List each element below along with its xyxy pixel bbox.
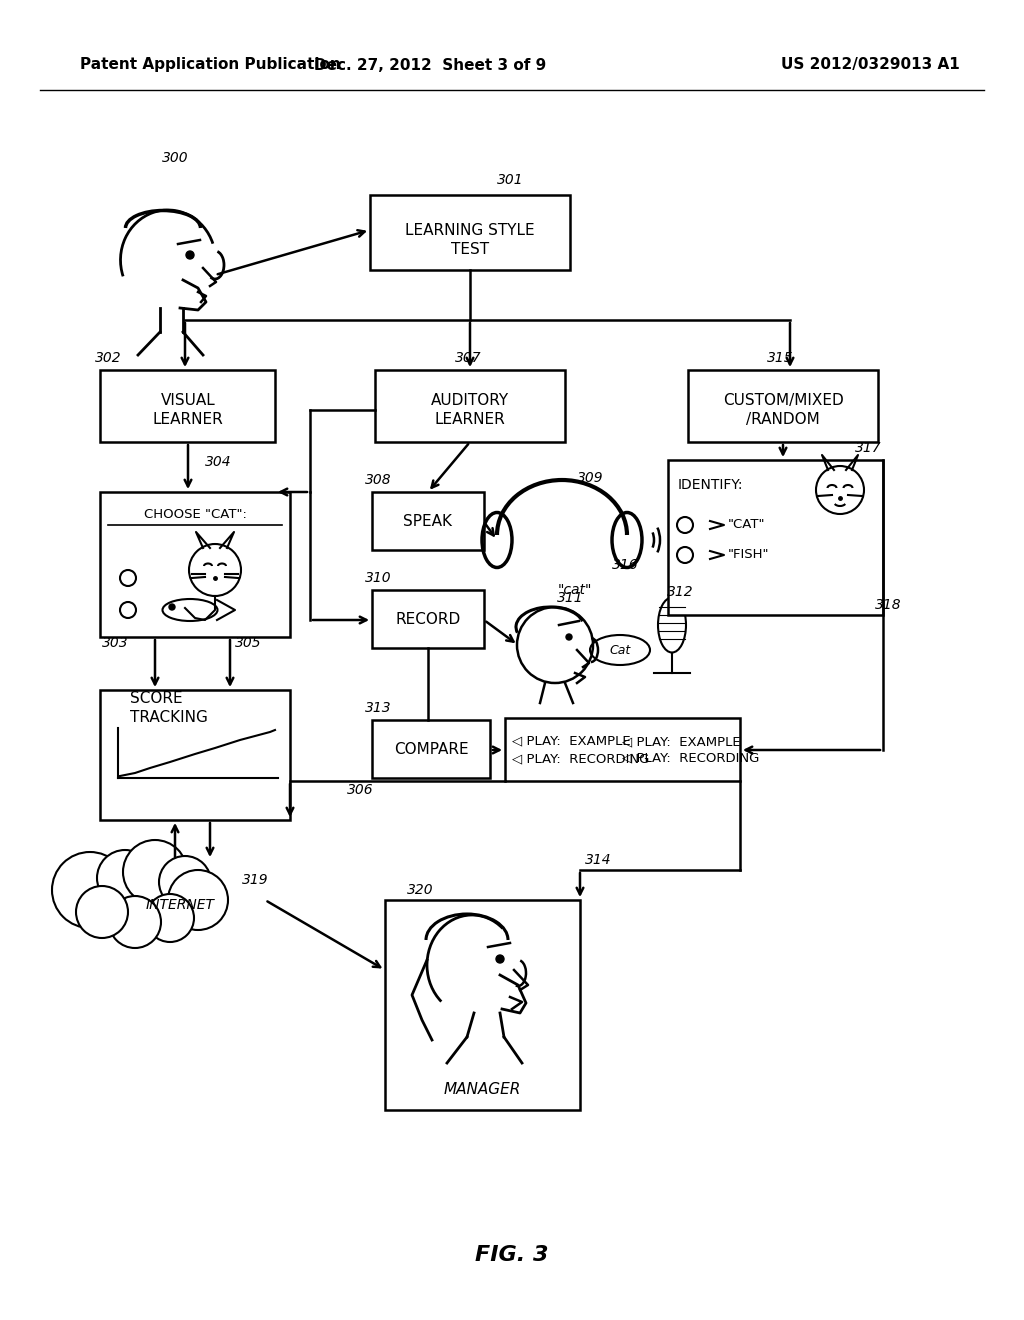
FancyBboxPatch shape [372,590,484,648]
Circle shape [169,605,175,610]
Text: 301: 301 [497,173,523,187]
FancyBboxPatch shape [385,900,580,1110]
Text: 306: 306 [347,783,374,797]
FancyBboxPatch shape [505,718,740,781]
FancyBboxPatch shape [100,370,275,442]
Text: 308: 308 [365,473,391,487]
Circle shape [168,870,228,931]
FancyBboxPatch shape [370,195,570,271]
Text: Dec. 27, 2012  Sheet 3 of 9: Dec. 27, 2012 Sheet 3 of 9 [314,58,546,73]
Text: INTERNET: INTERNET [145,898,214,912]
Text: "CAT": "CAT" [728,519,766,532]
Text: SPEAK: SPEAK [403,515,453,529]
Text: 309: 309 [577,471,603,484]
Circle shape [146,894,194,942]
Text: 311: 311 [557,591,584,605]
Text: US 2012/0329013 A1: US 2012/0329013 A1 [781,58,961,73]
FancyBboxPatch shape [372,492,484,550]
Text: AUDITORY
LEARNER: AUDITORY LEARNER [431,393,509,426]
Text: 314: 314 [585,853,611,867]
Text: 300: 300 [162,150,188,165]
Circle shape [159,855,211,908]
Polygon shape [120,730,275,777]
Text: ◁ PLAY:  EXAMPLE
◁ PLAY:  RECORDING: ◁ PLAY: EXAMPLE ◁ PLAY: RECORDING [622,735,760,764]
Text: 304: 304 [205,455,231,469]
Text: 305: 305 [234,636,261,649]
Text: MANAGER: MANAGER [443,1082,520,1097]
FancyBboxPatch shape [100,690,290,820]
Text: IDENTIFY:: IDENTIFY: [678,478,743,492]
FancyBboxPatch shape [668,459,883,615]
Circle shape [109,896,161,948]
FancyBboxPatch shape [372,719,490,777]
Text: 319: 319 [242,873,268,887]
Circle shape [186,251,194,259]
Text: CHOOSE "CAT":: CHOOSE "CAT": [143,508,247,521]
Text: 313: 313 [365,701,391,715]
Text: 307: 307 [455,351,481,366]
Text: 303: 303 [101,636,128,649]
Text: 302: 302 [94,351,121,366]
Text: COMPARE: COMPARE [393,742,468,758]
Text: CUSTOM/MIXED
/RANDOM: CUSTOM/MIXED /RANDOM [723,393,844,426]
Text: ◁ PLAY:  EXAMPLE
◁ PLAY:  RECORDING: ◁ PLAY: EXAMPLE ◁ PLAY: RECORDING [512,734,649,766]
Text: "FISH": "FISH" [728,549,769,561]
Circle shape [566,634,572,640]
Circle shape [76,886,128,939]
FancyBboxPatch shape [688,370,878,442]
Text: "cat": "cat" [558,583,592,597]
Text: VISUAL
LEARNER: VISUAL LEARNER [153,393,223,426]
Text: SCORE
TRACKING: SCORE TRACKING [130,692,208,725]
Text: 315: 315 [767,351,794,366]
Circle shape [97,850,153,906]
Text: LEARNING STYLE
TEST: LEARNING STYLE TEST [406,223,535,257]
FancyBboxPatch shape [100,492,290,638]
Text: 312: 312 [667,585,693,599]
Text: 310: 310 [365,572,391,585]
Text: Patent Application Publication: Patent Application Publication [80,58,341,73]
Text: 320: 320 [407,883,433,898]
Text: Cat: Cat [609,644,631,656]
Text: 318: 318 [874,598,901,612]
Circle shape [123,840,187,904]
FancyBboxPatch shape [375,370,565,442]
Text: RECORD: RECORD [395,612,461,627]
Text: 317: 317 [855,441,882,455]
Circle shape [496,954,504,964]
Text: 316: 316 [611,558,638,572]
Circle shape [52,851,128,928]
Text: FIG. 3: FIG. 3 [475,1245,549,1265]
